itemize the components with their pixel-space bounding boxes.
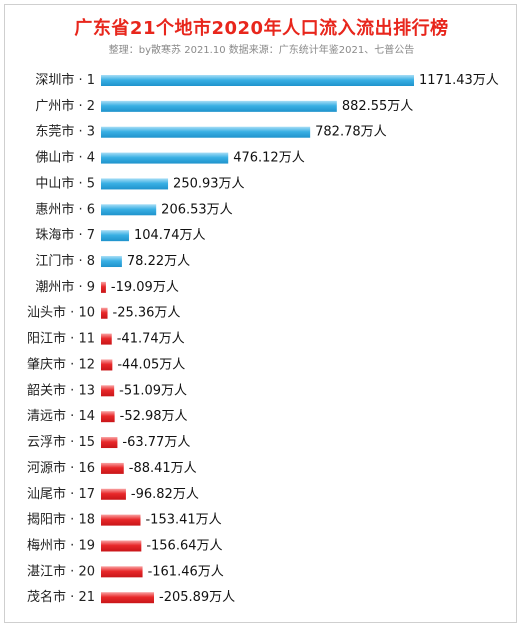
value-label: 476.12万人 [233, 151, 305, 166]
category-label: 肇庆市 · 12 [27, 356, 95, 372]
category-label: 阳江市 · 11 [27, 331, 95, 347]
value-label: -96.82万人 [131, 487, 199, 502]
value-label: 882.55万人 [342, 99, 414, 114]
category-label: 中山市 · 5 [35, 175, 95, 191]
bar [101, 437, 118, 449]
bar [101, 462, 124, 474]
category-label: 河源市 · 16 [27, 460, 95, 476]
category-label: 汕尾市 · 17 [27, 486, 95, 502]
bar [101, 385, 115, 397]
value-label: -41.74万人 [117, 332, 185, 347]
value-label: -52.98万人 [120, 409, 188, 424]
value-label: 1171.43万人 [419, 73, 499, 88]
chart-title: 广东省21个地市2020年人口流入流出排行榜 [74, 18, 449, 39]
category-label: 惠州市 · 6 [35, 201, 95, 217]
value-label: -19.09万人 [111, 280, 179, 295]
bar [101, 540, 142, 552]
bar [101, 256, 122, 268]
bar [101, 178, 169, 190]
category-label: 韶关市 · 13 [27, 382, 95, 398]
value-label: -63.77万人 [122, 435, 190, 450]
category-label: 江门市 · 8 [35, 253, 95, 269]
category-label: 清远市 · 14 [27, 408, 95, 424]
bar [101, 75, 414, 86]
value-label: 78.22万人 [127, 254, 190, 269]
value-label: -88.41万人 [129, 461, 197, 476]
bar [101, 514, 141, 526]
bar [101, 152, 229, 164]
value-label: -161.46万人 [148, 564, 224, 579]
value-label: -44.05万人 [117, 357, 185, 372]
category-label: 云浮市 · 15 [27, 434, 95, 450]
value-label: 782.78万人 [315, 125, 387, 140]
category-label: 茂名市 · 21 [27, 589, 95, 605]
value-label: -153.41万人 [145, 513, 221, 528]
chart-subtitle: 整理：by散寒苏 2021.10 数据来源：广东统计年鉴2021、七普公告 [108, 45, 415, 56]
value-label: -25.36万人 [113, 306, 181, 321]
value-label: -205.89万人 [159, 590, 235, 605]
value-label: -51.09万人 [119, 383, 187, 398]
bar [101, 230, 129, 242]
bar [101, 333, 112, 345]
value-label: 206.53万人 [161, 202, 233, 217]
bar [101, 411, 115, 423]
bar [101, 566, 143, 578]
value-label: -156.64万人 [146, 538, 222, 553]
category-label: 珠海市 · 7 [35, 227, 95, 243]
category-label: 汕头市 · 10 [27, 305, 95, 321]
category-label: 湛江市 · 20 [27, 563, 95, 579]
category-label: 深圳市 · 1 [35, 72, 95, 88]
bar [101, 100, 337, 112]
value-label: 104.74万人 [134, 228, 206, 243]
category-label: 东莞市 · 3 [35, 124, 95, 140]
bar [101, 307, 108, 319]
bar [101, 592, 154, 604]
category-label: 梅州市 · 19 [27, 537, 95, 553]
category-label: 广州市 · 2 [35, 98, 95, 114]
bar [101, 204, 157, 216]
category-label: 潮州市 · 9 [35, 279, 95, 295]
value-label: 250.93万人 [173, 176, 245, 191]
bar [101, 126, 311, 138]
category-label: 佛山市 · 4 [35, 150, 95, 166]
category-label: 揭阳市 · 18 [27, 512, 95, 528]
bar [101, 359, 113, 371]
bar [101, 281, 106, 293]
bar [101, 488, 126, 500]
